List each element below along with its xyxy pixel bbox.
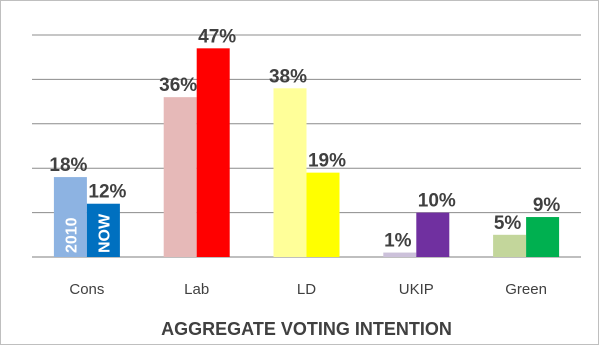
category-label-cons: Cons	[69, 281, 104, 298]
bar-now-ld	[306, 172, 340, 257]
bar-2010-green	[493, 234, 527, 257]
data-label-now-green: 9%	[533, 195, 561, 216]
bar-2010-ld	[273, 88, 307, 257]
category-label-ld: LD	[297, 281, 316, 298]
bar-now-green	[526, 217, 560, 257]
series-name-2010: 2010	[63, 217, 80, 253]
bar-now-cons	[86, 203, 120, 257]
chart-title: AGGREGATE VOTING INTENTION	[161, 319, 452, 339]
data-label-2010-green: 5%	[494, 213, 522, 234]
series-name-now: NOW	[96, 213, 113, 253]
data-label-now-ld: 19%	[308, 151, 346, 172]
data-label-now-lab: 47%	[198, 26, 236, 47]
category-label-ukip: UKIP	[399, 281, 434, 298]
bar-now-lab	[196, 48, 230, 257]
data-label-2010-cons: 18%	[49, 155, 87, 176]
bar-2010-lab	[163, 97, 197, 257]
data-label-now-cons: 12%	[88, 182, 126, 203]
bar-now-ukip	[416, 212, 450, 257]
data-label-2010-ld: 38%	[269, 66, 307, 87]
data-label-2010-ukip: 1%	[384, 231, 412, 252]
data-label-2010-lab: 36%	[159, 75, 197, 96]
data-label-now-ukip: 10%	[418, 191, 456, 212]
category-label-lab: Lab	[184, 281, 209, 298]
bar-2010-ukip	[383, 252, 417, 257]
category-label-green: Green	[505, 281, 547, 298]
bar-2010-cons	[53, 177, 87, 257]
